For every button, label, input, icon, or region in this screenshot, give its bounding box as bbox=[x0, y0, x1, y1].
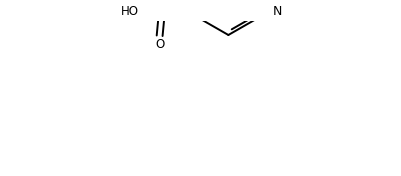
Text: N: N bbox=[273, 5, 282, 18]
Text: O: O bbox=[155, 38, 164, 51]
Text: HO: HO bbox=[121, 5, 139, 18]
